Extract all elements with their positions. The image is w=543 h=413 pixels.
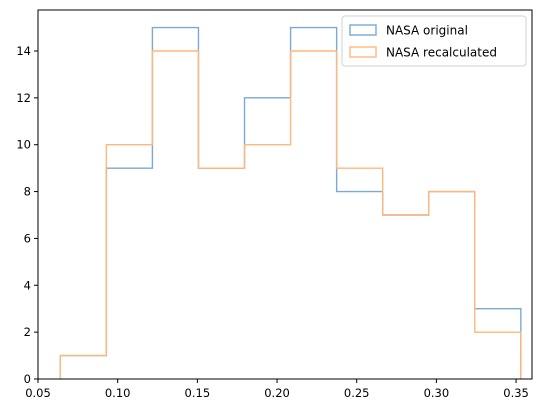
legend-box [341,15,527,67]
x-tick-label: 0.20 [264,386,290,400]
x-tick-label: 0.05 [25,386,51,400]
y-tick-label: 12 [16,91,31,105]
x-tick-label: 0.35 [503,386,529,400]
y-tick-label: 10 [16,138,31,152]
x-tick-label: 0.25 [344,386,370,400]
y-axis: 0 2 4 6 8 10 12 14 [16,44,38,386]
x-tick-label: 0.30 [424,386,450,400]
legend: NASA original NASA recalculated [341,15,527,67]
x-tick-label: 0.10 [105,386,131,400]
axes-frame [37,9,533,380]
y-tick-label: 6 [24,231,31,245]
y-tick-label: 14 [16,44,31,58]
legend-swatch [349,46,377,58]
legend-label: NASA recalculated [386,46,497,60]
series-2-outline [59,50,522,379]
series-layer [59,26,522,379]
y-tick-label: 8 [24,185,31,199]
y-tick-label: 4 [24,278,31,292]
x-tick-label: 0.15 [185,386,211,400]
y-tick-label: 2 [24,325,31,339]
y-tick-label: 0 [24,372,31,386]
x-axis: 0.05 0.10 0.15 0.20 0.25 0.30 0.35 [25,379,529,400]
legend-label: NASA original [386,24,468,38]
legend-swatch [349,24,377,36]
